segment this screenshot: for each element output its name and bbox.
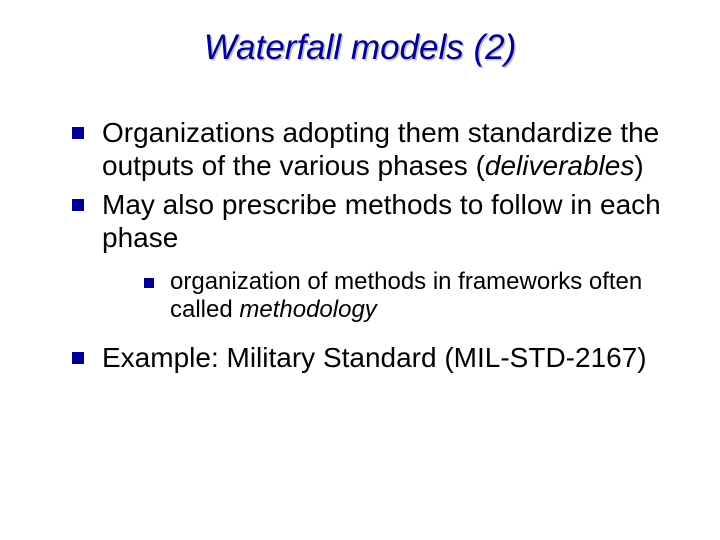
bullet-item-1: Organizations adopting them standardize … xyxy=(72,116,670,182)
bullet-item-2-sub-1: organization of methods in frameworks of… xyxy=(144,268,670,325)
bullet-2-text: May also prescribe methods to follow in … xyxy=(102,189,661,253)
bullet-list-level-2: organization of methods in frameworks of… xyxy=(102,268,670,325)
bullet-item-3: Example: Military Standard (MIL-STD-2167… xyxy=(72,341,670,374)
bullet-1-text-italic: deliverables xyxy=(485,150,634,181)
slide-container: Waterfall models (2) Organizations adopt… xyxy=(0,0,720,540)
slide-title: Waterfall models (2) xyxy=(50,28,670,68)
bullet-1-text-suffix: ) xyxy=(634,150,643,181)
bullet-2-sub-italic: methodology xyxy=(239,296,376,323)
bullet-item-2: May also prescribe methods to follow in … xyxy=(72,188,670,325)
bullet-3-text: Example: Military Standard (MIL-STD-2167… xyxy=(102,342,647,373)
bullet-list-level-1: Organizations adopting them standardize … xyxy=(50,116,670,374)
